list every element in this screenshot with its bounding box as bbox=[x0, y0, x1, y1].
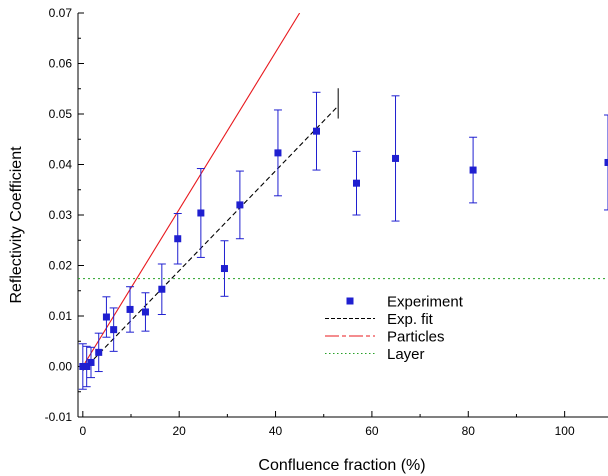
data-point bbox=[110, 326, 118, 334]
series-particles-line bbox=[82, 13, 301, 367]
legend-label: Particles bbox=[387, 329, 445, 346]
x-tick-label: 80 bbox=[462, 424, 476, 438]
plot-area bbox=[77, 13, 608, 418]
y-tick-label: 0.03 bbox=[49, 208, 73, 222]
data-point bbox=[220, 265, 228, 273]
x-axis-title: Confluence fraction (%) bbox=[258, 457, 425, 474]
data-point bbox=[158, 285, 166, 293]
data-point bbox=[352, 179, 360, 187]
data-point bbox=[197, 209, 205, 217]
y-tick-label: 0.02 bbox=[49, 259, 73, 273]
y-tick-label: -0.01 bbox=[45, 410, 73, 424]
data-point bbox=[87, 358, 95, 366]
data-point bbox=[236, 201, 244, 209]
data-point bbox=[274, 149, 282, 157]
y-tick-label: 0.05 bbox=[49, 107, 73, 121]
y-tick-label: 0.04 bbox=[49, 158, 73, 172]
x-tick-label: 20 bbox=[173, 424, 187, 438]
legend-label: Exp. fit bbox=[387, 311, 434, 328]
y-tick-label: 0.06 bbox=[49, 57, 73, 71]
series-group bbox=[78, 13, 608, 390]
data-point bbox=[469, 166, 477, 174]
legend-label: Experiment bbox=[387, 294, 464, 311]
data-point bbox=[79, 363, 87, 370]
data-point bbox=[83, 363, 91, 370]
y-axis-title: Reflectivity Coefficient bbox=[8, 146, 25, 304]
data-point bbox=[392, 154, 400, 162]
data-point bbox=[95, 348, 103, 356]
legend-label: Layer bbox=[387, 346, 425, 363]
y-tick-label: 0.00 bbox=[49, 360, 73, 374]
x-tick-label: 40 bbox=[269, 424, 283, 438]
legend-marker-experiment bbox=[346, 297, 354, 305]
series-exp-fit-line bbox=[82, 105, 339, 371]
data-point bbox=[604, 158, 608, 166]
x-tick-label: 0 bbox=[79, 424, 86, 438]
data-point bbox=[141, 308, 149, 316]
x-tick-label: 100 bbox=[555, 424, 575, 438]
data-point bbox=[102, 313, 110, 321]
y-tick-label: 0.07 bbox=[49, 6, 73, 20]
data-point bbox=[174, 235, 182, 243]
data-point bbox=[126, 305, 134, 313]
axis-ticks: -0.01 0.00 0.01 0.02 0.03 0.04 0.05 0.06 0.07 0 20… bbox=[45, 6, 575, 438]
x-tick-label: 60 bbox=[365, 424, 379, 438]
y-tick-label: 0.01 bbox=[49, 309, 73, 323]
data-point bbox=[313, 127, 320, 135]
